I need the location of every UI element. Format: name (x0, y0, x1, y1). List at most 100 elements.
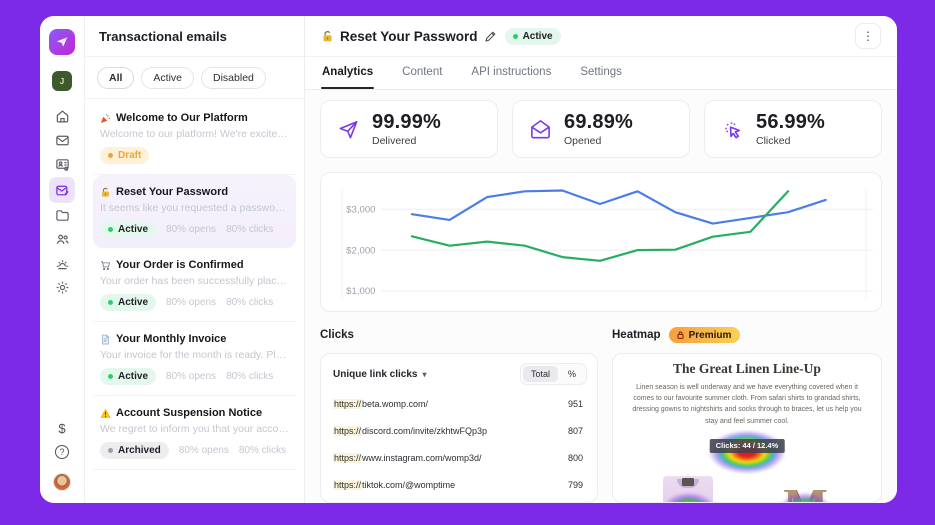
main-header: Reset Your Password Active ⋮ (305, 16, 897, 57)
table-row[interactable]: https://www.instagram.com/womp3d/ 800 (321, 444, 597, 471)
lock-icon (102, 187, 109, 197)
transactional-email-icon (55, 185, 69, 195)
opens-stat: 80% opens (166, 371, 217, 382)
clicks-stat: 80% clicks (226, 371, 274, 382)
toggle-total[interactable]: Total (522, 366, 558, 382)
warning-icon (100, 408, 111, 418)
kebab-menu-icon: ⋮ (862, 29, 874, 43)
link-url[interactable]: https://www.instagram.com/womp3d/ (333, 453, 482, 463)
email-preview-title: The Great Linen Line-Up (673, 361, 821, 376)
list-item-selected[interactable]: Reset Your Password It seems like you re… (93, 175, 296, 248)
product-image-shirt (663, 475, 713, 502)
clicks-stat: 80% clicks (238, 445, 287, 456)
line-chart: $3,000 $2,000 $1,000 (341, 189, 873, 299)
click-count: 951 (567, 399, 583, 409)
help-icon[interactable]: ? (55, 445, 69, 459)
filter-bar: All Active Disabled (85, 57, 304, 99)
svg-text:$2,000: $2,000 (346, 245, 375, 256)
send-icon (339, 120, 358, 138)
analytics-content: 99.99% Delivered 69.89% Opened 56.99% (305, 90, 897, 503)
filter-active[interactable]: Active (141, 67, 195, 89)
stat-label: Opened (564, 135, 602, 147)
table-row[interactable]: https://discord.com/invite/zkhtwFQp3p 80… (321, 417, 597, 444)
svg-text:$3,000: $3,000 (346, 205, 375, 216)
heatmap-hotspot-main: Clicks: 44 / 12.4% (625, 429, 869, 474)
link-url[interactable]: https://beta.womp.com/ (333, 399, 429, 409)
premium-badge[interactable]: Premium (668, 327, 741, 343)
billing-icon[interactable]: $ (58, 421, 66, 436)
sidebar-item-settings[interactable] (49, 276, 75, 299)
email-preview: Your invoice for the month is ready. Ple… (100, 349, 289, 361)
list-item[interactable]: Your Monthly Invoice Your invoice for th… (93, 322, 296, 396)
stat-card-clicked: 56.99% Clicked (704, 100, 882, 158)
users-icon (56, 234, 69, 244)
clicks-section: Clicks Unique link clicks ▾ Total % (320, 326, 598, 503)
heatmap-section: Heatmap Premium The Great Linen Line-Up … (612, 326, 882, 503)
list-item[interactable]: Account Suspension Notice We regret to i… (93, 396, 296, 470)
user-avatar[interactable] (53, 473, 71, 491)
email-preview: It seems like you requested a password r… (100, 202, 289, 214)
sidebar-item-home[interactable] (49, 105, 75, 128)
invoice-icon (102, 334, 109, 344)
opens-stat: 80% opens (166, 224, 217, 235)
contacts-icon (55, 159, 69, 171)
status-badge: Archived (100, 442, 169, 459)
mail-icon (55, 135, 69, 146)
link-clicks-dropdown[interactable]: Unique link clicks ▾ (333, 368, 427, 380)
heatmap-title: Heatmap Premium (612, 326, 882, 344)
email-preview: We regret to inform you that your accoun… (100, 423, 289, 435)
sidebar-item-audience[interactable] (49, 228, 75, 251)
stat-value: 99.99% (372, 111, 442, 133)
line-chart-card: $3,000 $2,000 $1,000 (320, 172, 882, 312)
filter-all[interactable]: All (97, 67, 135, 89)
folder-icon (55, 210, 69, 221)
clicks-card: Unique link clicks ▾ Total % https://bet… (320, 353, 598, 503)
email-title: Your Monthly Invoice (116, 333, 227, 345)
sidebar-item-contacts[interactable] (49, 153, 75, 176)
stats-row: 99.99% Delivered 69.89% Opened 56.99% (320, 100, 882, 158)
paper-plane-logo-icon (56, 37, 68, 47)
sidebar-item-transactional-emails[interactable] (49, 177, 75, 203)
link-url[interactable]: https://tiktok.com/@womptime (333, 480, 456, 490)
sidebar-item-folders[interactable] (49, 204, 75, 227)
rail-nav (49, 105, 75, 299)
clicks-title: Clicks (320, 329, 354, 341)
tab-api-instructions[interactable]: API instructions (471, 66, 552, 78)
email-preview-body: Linen season is well underway and we hav… (632, 384, 862, 425)
tab-content[interactable]: Content (402, 66, 443, 78)
icon-rail: J (40, 16, 84, 503)
toggle-percent[interactable]: % (567, 369, 576, 379)
shopping-cart-icon (101, 260, 111, 270)
party-popper-icon (101, 113, 110, 123)
email-list-panel: Transactional emails All Active Disabled… (84, 16, 305, 503)
sidebar-item-onboarding[interactable] (49, 252, 75, 275)
status-badge: Active (100, 294, 157, 311)
opens-stat: 80% opens (178, 445, 229, 456)
app-logo[interactable] (49, 29, 75, 55)
heatmap-card: The Great Linen Line-Up Linen season is … (612, 353, 882, 503)
main-panel: Reset Your Password Active ⋮ Analytics C… (305, 16, 897, 503)
mail-open-icon (531, 119, 550, 138)
table-row[interactable]: https://tiktok.com/@womptime 799 (321, 471, 597, 498)
status-badge: Active (100, 221, 157, 238)
email-title: Account Suspension Notice (116, 407, 263, 419)
link-url[interactable]: https://discord.com/invite/zkhtwFQp3p (333, 426, 488, 436)
table-row[interactable]: https://beta.womp.com/ 951 (321, 390, 597, 417)
pencil-icon[interactable] (484, 30, 497, 43)
svg-text:$1,000: $1,000 (346, 286, 375, 297)
list-item[interactable]: Welcome to Our Platform Welcome to our p… (93, 101, 296, 175)
kebab-menu-button[interactable]: ⋮ (855, 23, 881, 49)
click-count: 800 (567, 453, 583, 463)
heatmap-hotspot-shirt: Clicks: 15 / 4.4% (660, 474, 718, 502)
tab-settings[interactable]: Settings (580, 66, 622, 78)
sidebar-item-mail[interactable] (49, 129, 75, 152)
workspace-avatar[interactable]: J (52, 71, 72, 91)
page-title: Reset Your Password (321, 29, 497, 44)
lock-icon (676, 331, 684, 339)
tab-analytics[interactable]: Analytics (321, 57, 375, 89)
list-header: Transactional emails (85, 16, 304, 57)
list-item[interactable]: Your Order is Confirmed Your order has b… (93, 248, 296, 322)
cursor-click-icon (724, 121, 741, 138)
filter-disabled[interactable]: Disabled (201, 67, 266, 89)
clicks-stat: 80% clicks (226, 224, 274, 235)
